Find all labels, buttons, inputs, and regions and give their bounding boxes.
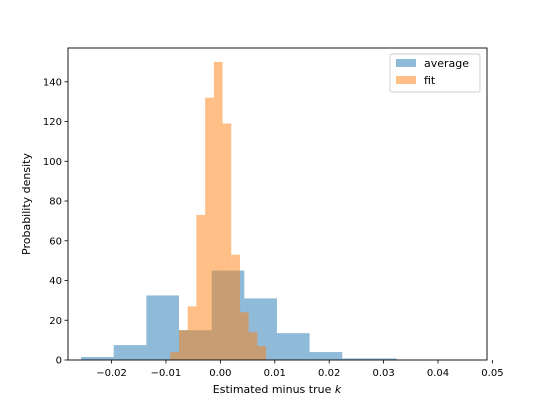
x-tick-label: 0.01 (264, 368, 286, 379)
bar-average-9 (374, 358, 397, 360)
y-tick-label: 100 (43, 157, 62, 168)
bar-fit-9 (248, 332, 258, 360)
legend-label-average: average (424, 57, 469, 70)
bar-fit-4 (205, 97, 214, 361)
bar-average-8 (342, 358, 375, 360)
bar-fit-1 (179, 330, 188, 360)
y-tick-label: 80 (49, 197, 62, 208)
y-tick-label: 60 (49, 236, 62, 247)
bar-fit-7 (231, 254, 240, 360)
bar-fit-10 (257, 346, 267, 360)
bar-fit-2 (187, 306, 197, 360)
y-tick-label: 40 (49, 276, 62, 287)
legend: average fit (389, 53, 481, 93)
axes-frame (67, 47, 488, 361)
x-tick-label: 0.05 (481, 368, 503, 379)
x-tick-label: 0.03 (372, 368, 394, 379)
x-axis-ticks: −0.02 −0.01 0.00 0.01 0.02 0.03 0.04 0.05 (96, 360, 504, 379)
bars-layer (81, 61, 397, 361)
y-tick-label: 140 (43, 77, 62, 88)
bar-average-0 (81, 357, 114, 360)
x-tick-label: −0.02 (96, 368, 127, 379)
x-axis-label-text: Estimated minus true (213, 383, 335, 396)
y-tick-label: 0 (56, 356, 62, 367)
bar-fit-3 (196, 214, 206, 360)
bar-average-1 (113, 345, 147, 360)
x-tick-label: −0.01 (151, 368, 182, 379)
x-axis-label-variable: k (335, 383, 342, 396)
bar-fit-5 (213, 61, 223, 360)
bar-fit-8 (239, 312, 249, 360)
y-axis-label: Probability density (20, 153, 33, 255)
y-tick-label: 20 (49, 316, 62, 327)
bar-average-6 (276, 333, 310, 360)
bar-fit-0 (170, 352, 180, 360)
legend-swatch-average (396, 59, 416, 67)
legend-label-fit: fit (424, 74, 436, 87)
y-axis-ticks: 0 20 40 60 80 100 120 140 (43, 77, 68, 367)
y-tick-label: 120 (43, 117, 62, 128)
bar-fit-6 (222, 123, 232, 361)
bar-average-7 (309, 352, 343, 360)
bar-average-2 (146, 295, 180, 360)
legend-swatch-fit (396, 76, 416, 84)
x-axis-label: Estimated minus true k (213, 383, 342, 396)
x-tick-label: 0.00 (209, 368, 231, 379)
x-tick-label: 0.02 (318, 368, 340, 379)
x-tick-label: 0.04 (427, 368, 449, 379)
